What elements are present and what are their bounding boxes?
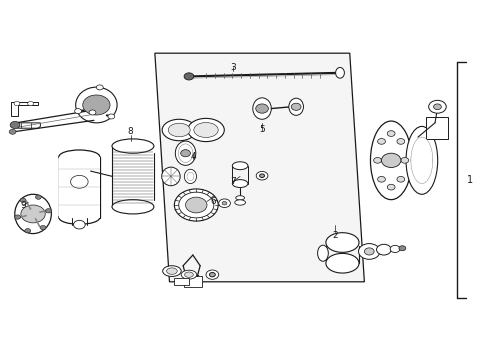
Bar: [426, 117, 448, 139]
Circle shape: [83, 95, 110, 115]
Circle shape: [40, 225, 46, 230]
Circle shape: [35, 195, 41, 199]
Ellipse shape: [59, 211, 100, 224]
Circle shape: [74, 109, 81, 114]
Circle shape: [397, 176, 405, 182]
Circle shape: [256, 171, 268, 180]
Ellipse shape: [163, 266, 181, 276]
Circle shape: [256, 104, 269, 113]
Circle shape: [399, 246, 406, 251]
Circle shape: [14, 102, 20, 106]
Ellipse shape: [185, 272, 194, 277]
Circle shape: [387, 131, 395, 136]
Ellipse shape: [174, 189, 218, 221]
Ellipse shape: [236, 196, 245, 200]
Ellipse shape: [336, 67, 344, 78]
Text: 5: 5: [259, 126, 265, 135]
Ellipse shape: [112, 200, 154, 214]
Circle shape: [10, 121, 20, 129]
Circle shape: [260, 174, 265, 177]
Circle shape: [365, 248, 374, 255]
Circle shape: [401, 157, 409, 163]
Bar: [184, 276, 202, 287]
Text: 2: 2: [332, 231, 338, 240]
Text: 3: 3: [230, 63, 236, 72]
Circle shape: [186, 197, 207, 213]
Polygon shape: [14, 123, 40, 128]
Ellipse shape: [112, 139, 154, 153]
Ellipse shape: [411, 137, 433, 184]
Circle shape: [46, 209, 51, 213]
Circle shape: [429, 100, 446, 113]
Ellipse shape: [235, 200, 245, 205]
Ellipse shape: [167, 268, 177, 274]
Circle shape: [411, 153, 433, 168]
Ellipse shape: [289, 98, 303, 115]
Ellipse shape: [179, 192, 214, 218]
Circle shape: [89, 110, 96, 115]
Ellipse shape: [187, 172, 194, 181]
Ellipse shape: [232, 180, 248, 188]
Circle shape: [359, 244, 380, 259]
Circle shape: [9, 129, 16, 134]
Ellipse shape: [168, 123, 190, 137]
Circle shape: [97, 85, 103, 90]
Ellipse shape: [232, 162, 248, 170]
Ellipse shape: [253, 98, 271, 119]
Circle shape: [219, 199, 230, 207]
Circle shape: [378, 176, 386, 182]
Circle shape: [15, 215, 21, 219]
Circle shape: [209, 273, 215, 277]
Ellipse shape: [15, 194, 51, 234]
Bar: [59, 157, 100, 217]
Circle shape: [74, 220, 85, 229]
Ellipse shape: [162, 167, 180, 186]
Circle shape: [21, 205, 45, 223]
Ellipse shape: [318, 245, 328, 261]
Text: 6: 6: [211, 197, 216, 206]
Circle shape: [378, 139, 386, 144]
Circle shape: [381, 153, 401, 167]
Circle shape: [71, 175, 88, 188]
Polygon shape: [11, 102, 38, 116]
Circle shape: [291, 103, 301, 111]
Circle shape: [28, 102, 33, 106]
Circle shape: [206, 270, 219, 279]
Ellipse shape: [162, 119, 196, 141]
Circle shape: [20, 198, 26, 202]
Text: 8: 8: [127, 127, 133, 136]
Circle shape: [181, 150, 191, 157]
Circle shape: [25, 229, 31, 233]
Ellipse shape: [59, 150, 100, 163]
Circle shape: [376, 244, 391, 255]
Ellipse shape: [75, 87, 117, 123]
Ellipse shape: [188, 118, 224, 141]
Circle shape: [108, 114, 115, 119]
Ellipse shape: [178, 144, 193, 162]
Circle shape: [374, 157, 381, 163]
Text: 7: 7: [230, 177, 236, 186]
Ellipse shape: [326, 253, 359, 273]
Ellipse shape: [406, 126, 438, 194]
Circle shape: [434, 104, 441, 110]
Circle shape: [390, 246, 400, 252]
Circle shape: [397, 139, 405, 144]
Polygon shape: [155, 53, 365, 282]
Circle shape: [387, 184, 395, 190]
Ellipse shape: [181, 270, 197, 279]
Ellipse shape: [194, 122, 218, 138]
Ellipse shape: [326, 233, 359, 252]
Text: 1: 1: [467, 175, 473, 185]
Bar: [174, 278, 189, 285]
Ellipse shape: [184, 169, 196, 184]
Ellipse shape: [175, 141, 196, 165]
Ellipse shape: [370, 121, 412, 200]
Circle shape: [184, 73, 194, 80]
Text: 4: 4: [191, 152, 196, 161]
Circle shape: [222, 202, 227, 205]
Text: 9: 9: [21, 201, 26, 210]
